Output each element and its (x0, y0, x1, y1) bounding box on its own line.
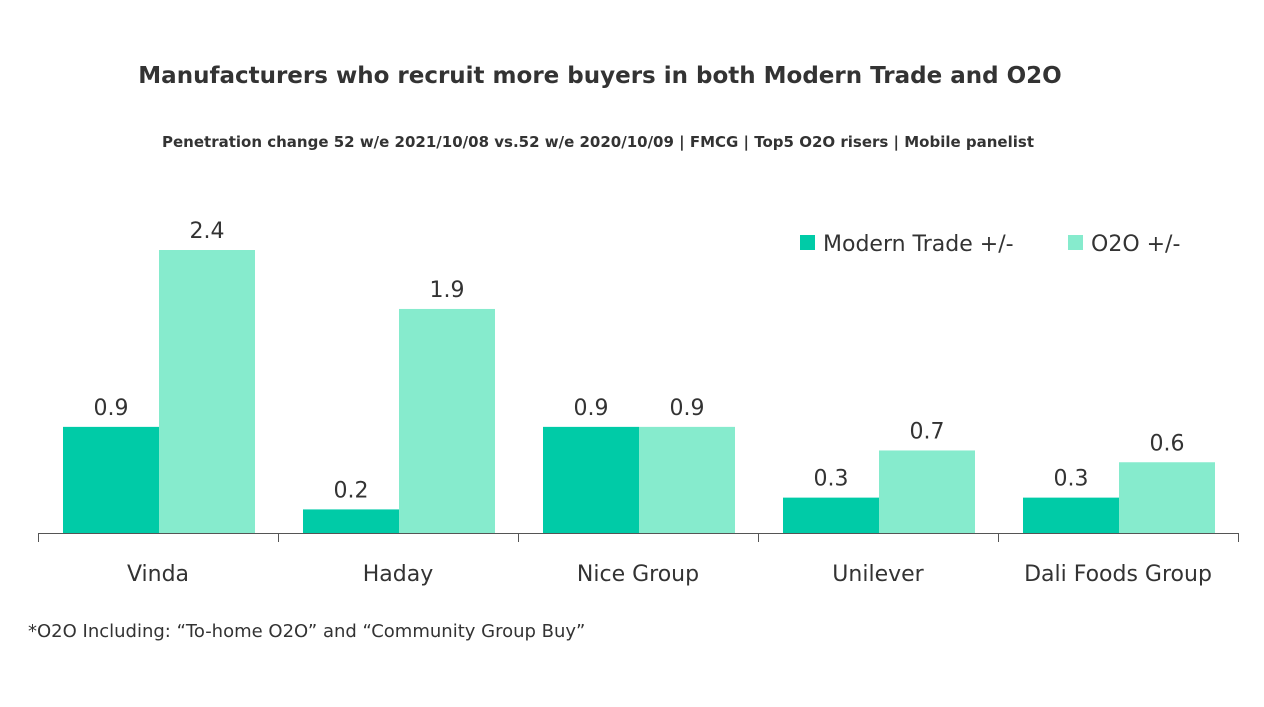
bar-o2o (639, 426, 735, 533)
data-label: 0.9 (574, 396, 609, 421)
legend-swatch (1068, 235, 1083, 250)
data-label: 2.4 (190, 219, 225, 244)
footnote: *O2O Including: “To-home O2O” and “Commu… (28, 621, 585, 642)
legend-label: Modern Trade +/- (823, 232, 1014, 257)
bar-o2o (159, 250, 255, 533)
data-label: 0.6 (1150, 431, 1185, 456)
data-label: 0.2 (334, 478, 369, 503)
x-tick-label: Dali Foods Group (1024, 562, 1212, 587)
bar-modern-trade (1023, 497, 1119, 533)
bar-modern-trade (303, 509, 399, 533)
x-tick-label: Nice Group (577, 562, 699, 587)
x-tick-label: Haday (363, 562, 434, 587)
bar-o2o (399, 308, 495, 533)
bar-modern-trade (63, 426, 159, 533)
chart-title: Manufacturers who recruit more buyers in… (138, 63, 1061, 89)
legend: Modern Trade +/- O2O +/- (800, 232, 1180, 257)
data-label: 0.3 (1054, 467, 1089, 492)
bar-modern-trade (543, 426, 639, 533)
x-tick-label: Vinda (127, 562, 189, 587)
legend-swatch (800, 235, 815, 250)
data-label: 0.3 (814, 467, 849, 492)
data-label: 0.9 (670, 396, 705, 421)
chart-subtitle: Penetration change 52 w/e 2021/10/08 vs.… (162, 133, 1034, 152)
bar-modern-trade (783, 497, 879, 533)
data-label: 0.7 (910, 419, 945, 444)
data-label: 0.9 (94, 396, 129, 421)
bar-o2o (879, 450, 975, 533)
data-label: 1.9 (430, 278, 465, 303)
legend-label: O2O +/- (1091, 232, 1180, 257)
x-tick-label: Unilever (832, 562, 924, 587)
bar-o2o (1119, 462, 1215, 533)
